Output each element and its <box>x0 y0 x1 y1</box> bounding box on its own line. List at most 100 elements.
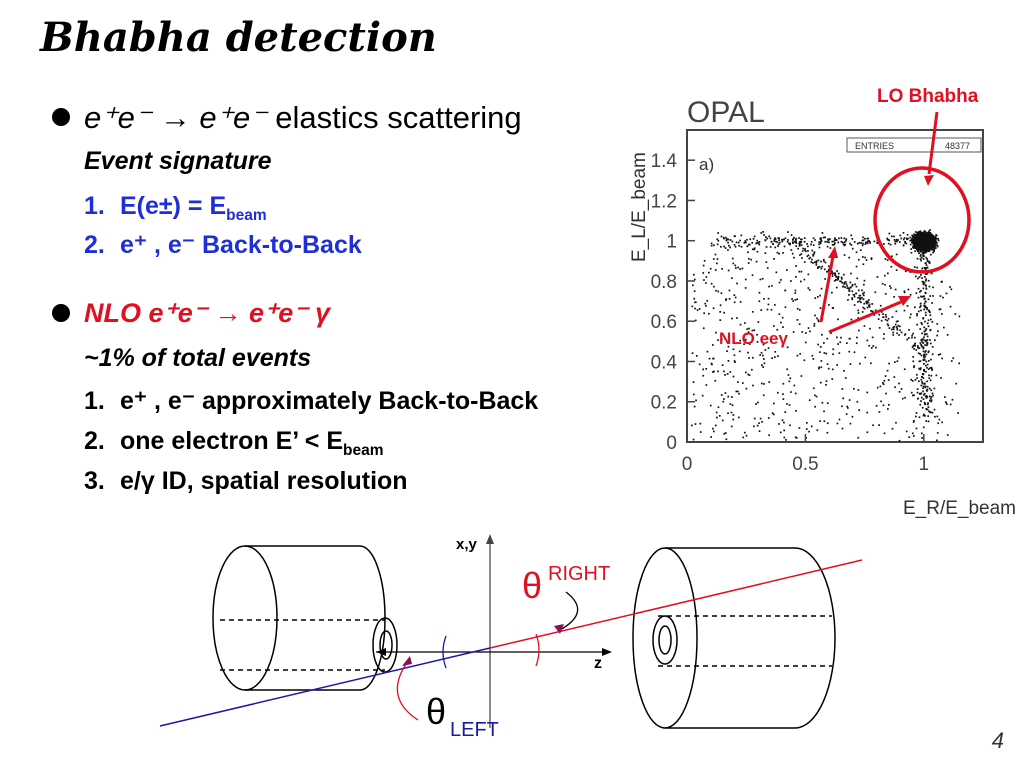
scatter-point <box>804 248 806 250</box>
scatter-point <box>919 250 922 252</box>
scatter-point <box>922 385 925 388</box>
scatter-point <box>773 258 775 260</box>
scatter-point <box>798 243 801 245</box>
scatter-point <box>916 323 918 326</box>
scatter-point <box>744 287 747 289</box>
scatter-point <box>888 239 891 242</box>
scatter-point <box>824 261 827 264</box>
scatter-point <box>949 305 952 308</box>
scatter-point <box>744 240 747 242</box>
scatter-point <box>712 258 715 260</box>
scatter-point <box>747 331 750 333</box>
scatter-point <box>739 301 742 303</box>
scatter-point <box>931 302 933 304</box>
scatter-point <box>693 297 696 300</box>
scatter-point <box>759 278 762 281</box>
scatter-point <box>919 237 922 240</box>
scatter-point <box>922 239 925 241</box>
scatter-point <box>827 265 830 268</box>
scatter-point <box>928 242 930 245</box>
scatter-point <box>894 242 897 245</box>
scatter-point <box>896 240 898 243</box>
scatter-point <box>916 243 918 246</box>
scatter-point <box>842 241 844 244</box>
scatter-point <box>939 308 942 310</box>
scatter-point <box>883 243 885 245</box>
scatter-point <box>923 413 925 416</box>
scatter-point <box>776 251 779 254</box>
scatter-point <box>729 239 732 241</box>
scatter-point <box>858 329 860 332</box>
scatter-point <box>716 258 719 260</box>
scatter-point <box>904 270 907 273</box>
scatter-point <box>790 391 792 393</box>
section2-item-1: 1. e⁺ , e⁻ approximately Back-to-Back <box>84 386 538 416</box>
scatter-point <box>871 336 874 339</box>
scatter-point <box>694 307 696 310</box>
scatter-point <box>934 242 937 245</box>
scatter-point <box>866 391 869 394</box>
scatter-point <box>765 261 768 263</box>
scatter-point <box>924 402 927 405</box>
scatter-point <box>772 243 774 245</box>
scatter-point <box>815 260 818 262</box>
scatter-point <box>786 240 789 243</box>
scatter-point <box>778 237 780 240</box>
scatter-point <box>793 236 795 239</box>
scatter-point <box>862 292 864 295</box>
scatter-point <box>756 241 758 244</box>
scatter-point <box>908 436 911 438</box>
scatter-point <box>913 420 915 422</box>
scatter-point <box>929 242 932 245</box>
scatter-point <box>843 369 845 372</box>
scatter-point <box>728 298 731 300</box>
scatter-point <box>927 247 929 250</box>
scatter-point <box>894 288 897 291</box>
scatter-point <box>937 422 940 425</box>
scatter-point <box>743 343 745 345</box>
scatter-point <box>810 241 813 243</box>
scatter-point <box>703 279 705 281</box>
scatter-point <box>713 285 715 288</box>
scatter-point <box>710 282 713 285</box>
scatter-point <box>901 397 904 400</box>
theta-right-symbol: θ <box>522 565 542 606</box>
scatter-point <box>887 272 889 275</box>
scatter-point <box>920 236 923 239</box>
scatter-point <box>777 245 779 247</box>
scatter-point <box>927 368 930 370</box>
scatter-point <box>910 391 913 394</box>
scatter-point <box>926 245 929 248</box>
scatter-point <box>783 429 785 432</box>
scatter-point <box>774 238 777 240</box>
scatter-point <box>846 405 849 408</box>
scatter-point <box>756 424 759 427</box>
lo-arrow-head <box>924 175 934 186</box>
scatter-point <box>913 245 916 247</box>
scatter-point <box>853 241 856 243</box>
scatter-point <box>782 393 784 395</box>
scatter-point <box>929 395 931 398</box>
scatter-point <box>928 238 931 240</box>
scatter-point <box>891 316 894 318</box>
scatter-point <box>888 362 890 365</box>
scatter-point <box>834 274 836 276</box>
scatter-point <box>916 388 919 390</box>
scatter-point <box>831 291 833 294</box>
scatter-point <box>918 392 921 395</box>
scatter-point <box>717 339 719 341</box>
scatter-point <box>911 432 914 435</box>
scatter-point <box>843 273 845 276</box>
scatter-point <box>847 407 849 409</box>
scatter-point <box>843 281 846 284</box>
scatter-point <box>849 337 851 340</box>
scatter-point <box>821 232 824 234</box>
scatter-point <box>913 394 915 397</box>
scatter-point <box>862 242 864 245</box>
scatter-point <box>867 301 870 304</box>
scatter-point <box>898 439 901 442</box>
scatter-point <box>929 397 932 400</box>
scatter-point <box>896 332 898 335</box>
scatter-point <box>786 368 789 371</box>
scatter-point <box>719 311 721 313</box>
